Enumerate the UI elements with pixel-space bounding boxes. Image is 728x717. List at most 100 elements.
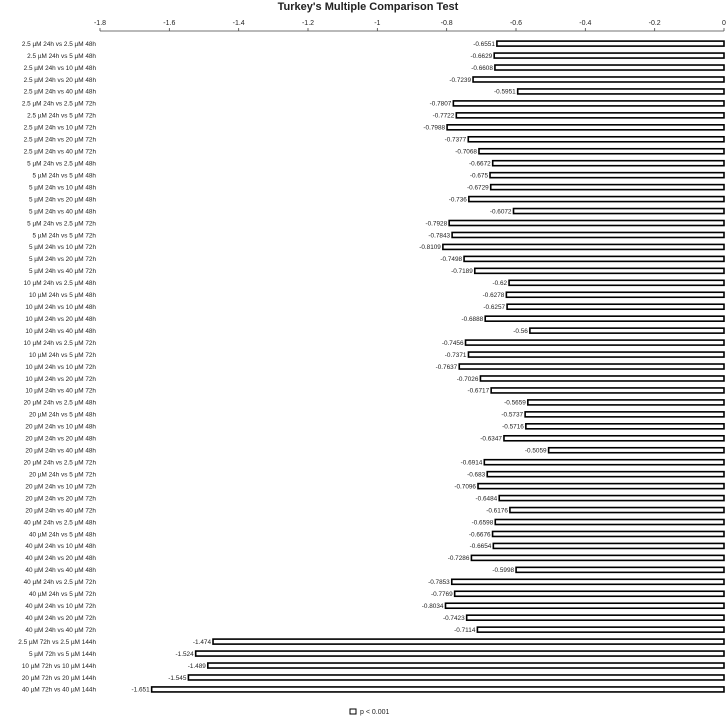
data-label: -0.6654 — [470, 543, 492, 550]
bar — [483, 458, 725, 466]
category-label: 40 µM 24h vs 20 µM 72h — [25, 615, 96, 622]
x-tick-label: -0.4 — [579, 20, 591, 27]
bar — [470, 554, 725, 562]
category-label: 10 µM 24h vs 20 µM 48h — [25, 316, 96, 323]
category-label: 2.5 µM 24h vs 10 µM 72h — [24, 125, 97, 132]
data-label: -0.6257 — [483, 304, 505, 311]
bar — [491, 159, 725, 167]
category-label: 20 µM 24h vs 5 µM 72h — [29, 471, 96, 478]
category-label: 2.5 µM 24h vs 40 µM 72h — [24, 149, 97, 156]
bar — [508, 279, 725, 287]
category-label: 5 µM 24h vs 2.5 µM 48h — [27, 161, 96, 168]
data-label: -0.6484 — [476, 495, 498, 502]
category-label: 2.5 µM 24h vs 20 µM 48h — [24, 77, 97, 84]
category-label: 5 µM 72h vs 5 µM 144h — [29, 651, 96, 658]
data-label: -0.675 — [470, 172, 489, 179]
category-label: 40 µM 24h vs 20 µM 48h — [25, 555, 96, 562]
bar — [453, 590, 725, 598]
data-label: -0.7096 — [454, 483, 476, 490]
bar — [493, 52, 725, 59]
bar — [473, 267, 725, 275]
bar — [512, 207, 725, 215]
category-label: 10 µM 24h vs 10 µM 48h — [25, 304, 96, 311]
data-label: -1.524 — [176, 651, 195, 658]
category-label: 5 µM 24h vs 5 µM 48h — [33, 172, 97, 179]
bar — [442, 243, 725, 251]
data-label: -0.62 — [492, 280, 507, 287]
data-label: -0.7722 — [433, 113, 455, 120]
bar — [207, 662, 725, 669]
category-label: 10 µM 24h vs 10 µM 72h — [25, 364, 96, 371]
data-label: -0.7371 — [445, 352, 467, 359]
category-label: 10 µM 24h vs 20 µM 72h — [25, 376, 96, 383]
bar — [150, 686, 725, 693]
category-labels: 2.5 µM 24h vs 2.5 µM 48h 2.5 µM 24h vs 5 … — [18, 41, 96, 694]
category-label: 10 µM 24h vs 5 µM 72h — [29, 352, 96, 359]
bar — [468, 195, 725, 203]
data-label: -0.7928 — [425, 220, 447, 227]
data-label: -0.7853 — [428, 579, 450, 586]
data-label: -0.6176 — [486, 507, 508, 514]
data-label: -0.7377 — [445, 137, 467, 144]
category-label: 10 µM 24h vs 40 µM 48h — [25, 328, 96, 335]
bar — [451, 231, 725, 239]
category-label: 40 µM 24h vs 40 µM 72h — [25, 627, 96, 634]
x-tick-label: -1.6 — [163, 20, 175, 27]
category-label: 10 µM 24h vs 2.5 µM 72h — [24, 340, 97, 347]
bar — [524, 411, 725, 418]
data-label: -1.651 — [132, 687, 151, 694]
x-tick-label: -1.8 — [94, 20, 106, 27]
category-label: 5 µM 24h vs 40 µM 48h — [29, 208, 96, 215]
bar — [505, 291, 725, 299]
data-label: -0.7423 — [443, 615, 465, 622]
x-tick-label: -0.8 — [441, 20, 453, 27]
x-tick-label: 0 — [722, 20, 726, 27]
chart-title: Turkey's Multiple Comparison Test — [278, 1, 459, 13]
data-label: -0.5998 — [492, 567, 514, 574]
category-label: 5 µM 24h vs 40 µM 72h — [29, 268, 96, 275]
bar — [446, 124, 725, 131]
bar — [448, 219, 725, 227]
category-label: 20 µM 24h vs 5 µM 48h — [29, 412, 96, 419]
category-label: 40 µM 24h vs 5 µM 48h — [29, 531, 96, 538]
category-label: 40 µM 24h vs 2.5 µM 72h — [24, 579, 97, 586]
data-label: -0.5659 — [504, 400, 526, 407]
data-label: -1.489 — [188, 663, 207, 670]
category-label: 5 µM 24h vs 10 µM 48h — [29, 184, 96, 191]
bar — [506, 303, 725, 311]
category-label: 20 µM 24h vs 10 µM 72h — [25, 483, 96, 490]
bar — [529, 327, 725, 334]
bar — [452, 100, 725, 107]
category-label: 20 µM 24h vs 2.5 µM 48h — [24, 400, 97, 407]
category-label: 40 µM 24h vs 5 µM 72h — [29, 591, 96, 598]
category-label: 2.5 µM 24h vs 40 µM 48h — [24, 89, 97, 96]
bar — [463, 255, 725, 263]
data-label: -0.6629 — [471, 53, 493, 60]
category-label: 10 µM 24h vs 5 µM 48h — [29, 292, 96, 299]
data-label: -0.5737 — [501, 412, 523, 419]
x-tick-label: -1 — [374, 20, 380, 27]
bar — [494, 518, 725, 526]
data-label: -0.6729 — [467, 184, 489, 191]
legend: p < 0.001 — [349, 708, 389, 716]
x-tick-label: -0.2 — [649, 20, 661, 27]
data-label: -0.6278 — [483, 292, 505, 299]
category-label: 40 µM 24h vs 2.5 µM 48h — [24, 519, 97, 526]
category-label: 20 µM 24h vs 2.5 µM 72h — [24, 460, 97, 467]
legend-swatch — [349, 708, 357, 715]
category-label: 10 µM 24h vs 40 µM 72h — [25, 388, 96, 395]
data-label: -0.7498 — [440, 256, 462, 263]
category-label: 2.5 µM 24h vs 10 µM 48h — [24, 65, 97, 72]
data-label: -0.7807 — [430, 101, 452, 108]
bar — [490, 387, 725, 394]
bar — [444, 602, 725, 610]
bar — [491, 530, 725, 538]
bar — [527, 399, 725, 406]
data-label: -0.6598 — [472, 519, 494, 526]
data-label: -0.7769 — [431, 591, 453, 598]
category-label: 20 µM 24h vs 40 µM 48h — [25, 448, 96, 455]
bar — [492, 542, 725, 550]
data-label: -0.7988 — [423, 125, 445, 132]
data-label: -0.683 — [467, 471, 486, 478]
data-label: -0.6072 — [490, 208, 512, 215]
